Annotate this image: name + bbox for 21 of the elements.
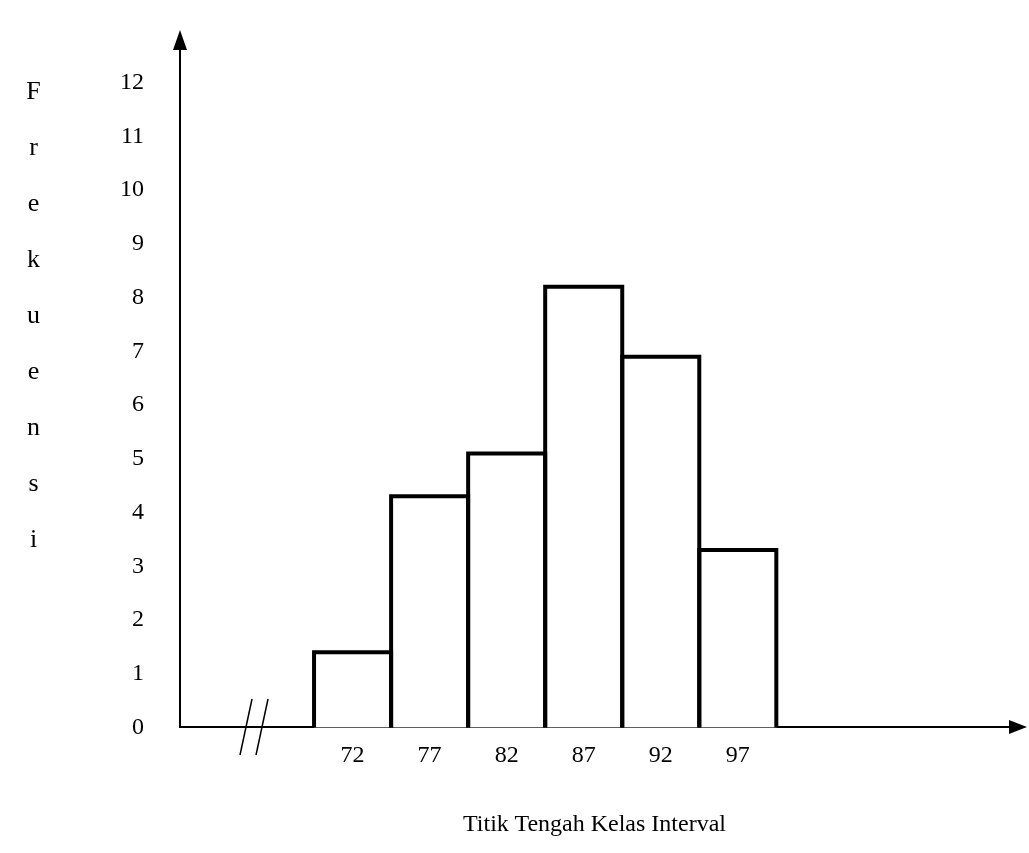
y-tick-label: 1: [132, 658, 144, 685]
x-tick-label: 97: [725, 741, 750, 768]
y-tick-label: 9: [132, 229, 144, 256]
y-tick-label: 2: [132, 605, 144, 632]
y-tick-label: 10: [120, 175, 144, 202]
x-tick-label: 92: [648, 741, 673, 768]
y-tick-label: 5: [132, 444, 144, 471]
y-tick-label: 7: [132, 336, 144, 363]
x-axis-title: Titik Tengah Kelas Interval: [463, 809, 727, 836]
y-tick-label: 0: [132, 712, 144, 739]
x-tick-label: 87: [571, 741, 596, 768]
y-tick-label: 3: [132, 551, 144, 578]
y-tick-label: 4: [132, 497, 144, 524]
x-tick-label: 72: [340, 741, 365, 768]
x-tick-label: 77: [417, 741, 442, 768]
y-tick-label: 12: [120, 67, 144, 94]
x-tick-label: 82: [494, 741, 519, 768]
y-axis-title: Frekuensi: [18, 76, 48, 580]
y-tick-label: 6: [132, 390, 144, 417]
y-tick-label: 11: [120, 121, 144, 148]
y-tick-label: 8: [132, 282, 144, 309]
